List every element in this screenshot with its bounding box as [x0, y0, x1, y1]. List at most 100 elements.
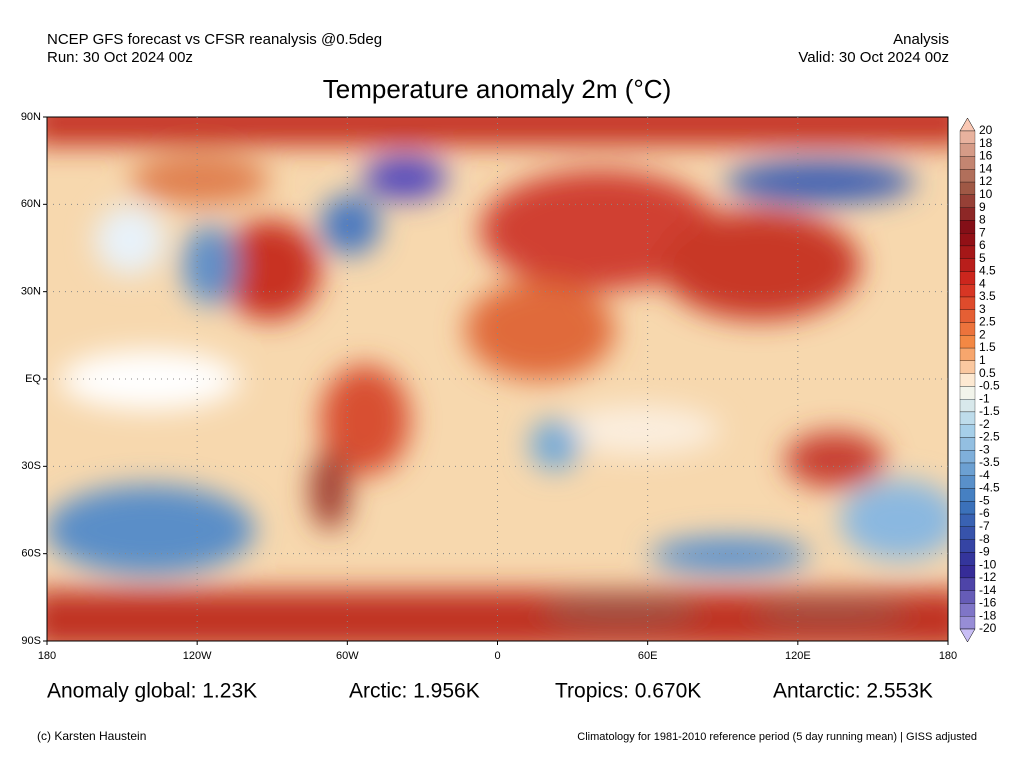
colorbar-box — [959, 565, 976, 579]
colorbar-box — [959, 143, 976, 157]
run-time: Run: 30 Oct 2024 00z — [47, 49, 193, 66]
colorbar-box — [959, 513, 976, 527]
colorbar-label: -12 — [979, 570, 997, 584]
colorbar-box — [959, 475, 976, 489]
colorbar-box — [959, 539, 976, 553]
colorbar-label: -8 — [979, 532, 990, 546]
colorbar-label: 5 — [979, 251, 986, 265]
colorbar-box — [959, 296, 976, 310]
kind: Analysis — [893, 31, 949, 48]
colorbar-label: 0.5 — [979, 366, 996, 380]
colorbar-box — [959, 233, 976, 247]
lon-label: 180 — [38, 650, 56, 662]
stat-arctic: Arctic: 1.956K — [349, 680, 480, 703]
colorbar-label: 7 — [979, 225, 986, 239]
colorbar-label: 6 — [979, 238, 986, 252]
colorbar-box — [959, 399, 976, 413]
colorbar-box — [959, 181, 976, 195]
lon-label: 120W — [183, 650, 212, 662]
lon-label: 60W — [336, 650, 359, 662]
colorbar-label: 1 — [979, 353, 986, 367]
colorbar-box — [959, 424, 976, 438]
colorbar-label: -7 — [979, 519, 990, 533]
source: NCEP GFS forecast vs CFSR reanalysis @0.… — [47, 31, 382, 48]
colorbar-box — [959, 347, 976, 361]
colorbar-label: -4.5 — [979, 481, 1000, 495]
colorbar-label: 1.5 — [979, 340, 996, 354]
lon-label: 180 — [939, 650, 957, 662]
colorbar-label: 10 — [979, 187, 993, 201]
lat-label: 60N — [21, 198, 41, 210]
colorbar-label: -3.5 — [979, 455, 1000, 469]
colorbar-label: -16 — [979, 596, 997, 610]
lat-label: 30N — [21, 286, 41, 298]
colorbar-box — [959, 450, 976, 464]
colorbar-box — [959, 309, 976, 323]
lon-label: 60E — [638, 650, 658, 662]
colorbar-box — [959, 169, 976, 183]
colorbar-label: 2 — [979, 327, 986, 341]
colorbar: 201816141210987654.543.532.521.510.5-0.5… — [959, 117, 1000, 643]
colorbar-box — [959, 194, 976, 208]
colorbar-end-top — [959, 117, 976, 132]
note: Climatology for 1981-2010 reference peri… — [577, 731, 977, 743]
colorbar-label: 9 — [979, 200, 986, 214]
colorbar-box — [959, 220, 976, 234]
lat-label: 30S — [21, 460, 41, 472]
colorbar-label: 18 — [979, 136, 993, 150]
map — [47, 117, 948, 641]
colorbar-label: -6 — [979, 506, 990, 520]
colorbar-box — [959, 526, 976, 540]
colorbar-label: -1 — [979, 391, 990, 405]
colorbar-label: -10 — [979, 557, 997, 571]
colorbar-label: 4 — [979, 276, 986, 290]
colorbar-box — [959, 271, 976, 285]
colorbar-box — [959, 437, 976, 451]
title: Temperature anomaly 2m (°C) — [323, 74, 672, 104]
stat-tropics: Tropics: 0.670K — [555, 680, 701, 703]
colorbar-label: -0.5 — [979, 379, 1000, 393]
colorbar-box — [959, 322, 976, 336]
colorbar-box — [959, 335, 976, 349]
colorbar-box — [959, 386, 976, 400]
colorbar-label: 2.5 — [979, 315, 996, 329]
colorbar-box — [959, 488, 976, 502]
colorbar-box — [959, 603, 976, 617]
lat-label: 90N — [21, 111, 41, 123]
colorbar-label: 20 — [979, 123, 993, 137]
colorbar-label: 4.5 — [979, 264, 996, 278]
valid-time: Valid: 30 Oct 2024 00z — [798, 49, 949, 66]
lat-label: EQ — [25, 373, 41, 385]
colorbar-box — [959, 462, 976, 476]
graticule: 90N 60N 30N EQ 30S 60S 90S 180 120W 60W 0 60E 120E 18… — [21, 111, 957, 662]
colorbar-box — [959, 156, 976, 170]
colorbar-label: -1.5 — [979, 404, 1000, 418]
colorbar-label: -14 — [979, 583, 997, 597]
stat-global: Anomaly global: 1.23K — [47, 680, 257, 703]
colorbar-box — [959, 373, 976, 387]
colorbar-box — [959, 284, 976, 298]
colorbar-label: 12 — [979, 174, 993, 188]
colorbar-box — [959, 501, 976, 515]
colorbar-label: -20 — [979, 621, 997, 635]
lon-label: 120E — [785, 650, 811, 662]
colorbar-label: -5 — [979, 493, 990, 507]
colorbar-box — [959, 552, 976, 566]
colorbar-label: -4 — [979, 468, 990, 482]
colorbar-label: 8 — [979, 213, 986, 227]
colorbar-box — [959, 577, 976, 591]
lon-label: 0 — [494, 650, 500, 662]
credit: (c) Karsten Haustein — [37, 729, 146, 743]
colorbar-label: 14 — [979, 161, 993, 175]
lat-label: 60S — [21, 548, 41, 560]
colorbar-label: -3 — [979, 442, 990, 456]
stat-antarctic: Antarctic: 2.553K — [773, 680, 933, 703]
lat-label: 90S — [21, 635, 41, 647]
colorbar-end-bottom — [959, 628, 976, 643]
colorbar-box — [959, 411, 976, 425]
colorbar-label: -2 — [979, 417, 990, 431]
colorbar-label: 3 — [979, 302, 986, 316]
colorbar-box — [959, 590, 976, 604]
colorbar-box — [959, 360, 976, 374]
colorbar-box — [959, 245, 976, 259]
